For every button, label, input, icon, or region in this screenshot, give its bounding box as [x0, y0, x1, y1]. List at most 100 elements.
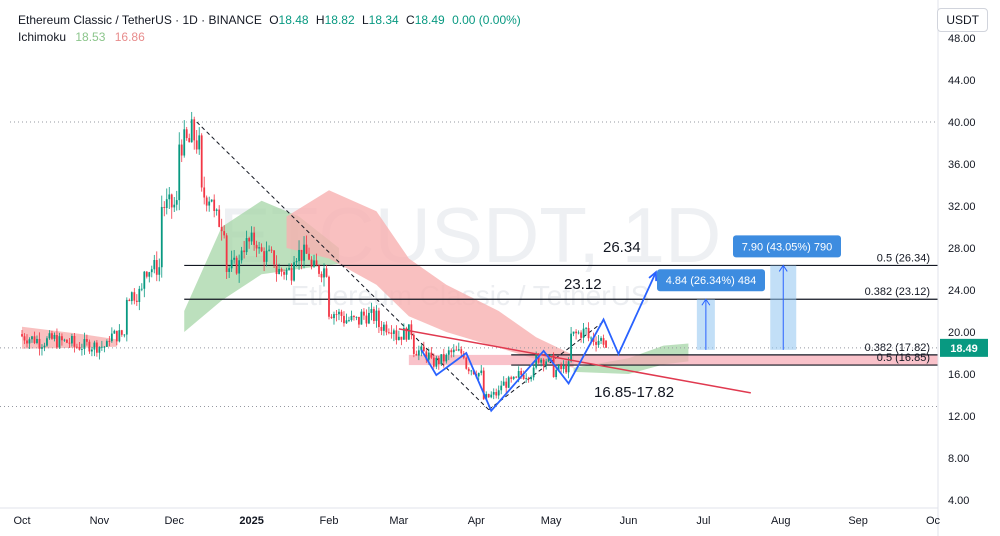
support-zone [408, 354, 938, 366]
candle-body [66, 339, 68, 343]
candle-body [295, 261, 298, 263]
x-tick-label: Oc [926, 515, 941, 527]
candle-body [587, 327, 590, 339]
candle-body [510, 377, 513, 379]
ichimoku-cloud-red-1 [22, 326, 117, 349]
candle-body [487, 394, 490, 398]
candle-body [115, 330, 118, 342]
x-tick-label: Jul [696, 515, 710, 527]
candle-body [452, 349, 455, 353]
ichimoku-cloud-red-2 [286, 190, 574, 368]
candle-body [118, 330, 121, 342]
y-tick-label: 28.00 [948, 243, 976, 255]
candle-body [228, 268, 231, 272]
candle-body [395, 330, 398, 340]
candle-body [467, 368, 470, 372]
candle-body [178, 144, 181, 201]
candle-body [260, 247, 263, 252]
candle-body [100, 346, 103, 348]
candle-body [507, 377, 510, 388]
y-tick-label: 44.00 [948, 75, 976, 87]
candle-body [602, 338, 605, 345]
candle-body [572, 331, 575, 334]
candle-body [422, 346, 425, 352]
candle-body [447, 350, 450, 355]
legend-close: 18.49 [414, 13, 445, 27]
diagonal-dashed-line [196, 121, 490, 411]
candle-body [120, 330, 123, 335]
candle-body [21, 334, 23, 337]
y-tick-label: 16.00 [948, 369, 976, 381]
candle-body [455, 349, 458, 351]
candle-body [432, 357, 435, 367]
candle-body [442, 354, 445, 362]
candle-body [158, 267, 161, 275]
projection-label: 4.84 (26.34%) 484 [666, 275, 757, 287]
candle-body [165, 199, 168, 208]
legend-open: 18.48 [278, 13, 309, 27]
legend-low: 18.34 [368, 13, 399, 27]
candle-body [345, 320, 348, 324]
candle-body [230, 259, 233, 269]
legend-high-label: H [315, 13, 325, 27]
candle-body [213, 199, 216, 211]
candle-body [238, 260, 241, 274]
candle-body [203, 187, 206, 198]
candle-body-last [605, 340, 607, 348]
candle-body [323, 268, 325, 278]
candle-body [320, 273, 323, 278]
candle-body [173, 204, 176, 208]
candle-body [285, 269, 288, 275]
fib-level-label: 0.382 (17.82) [865, 342, 930, 354]
candle-body [298, 249, 300, 262]
candle-body [90, 349, 93, 352]
candle-body [93, 342, 96, 350]
candle-body [140, 288, 143, 290]
candle-body [245, 238, 248, 253]
candle-body [532, 367, 535, 378]
candle-body [527, 378, 530, 380]
candle-body [85, 339, 88, 342]
candle-body [243, 250, 246, 253]
candle-body [505, 381, 508, 388]
y-tick-label: 4.00 [948, 495, 969, 507]
candle-body [280, 268, 283, 272]
candle-body [450, 350, 453, 353]
candle-body [26, 340, 28, 344]
candle-body [338, 311, 340, 315]
candle-body [193, 119, 196, 141]
candle-body [73, 335, 76, 347]
candle-body [155, 260, 158, 275]
wave-pattern-line [420, 271, 657, 413]
candle-body [482, 370, 485, 400]
candle-body [190, 119, 193, 143]
candle-body [397, 336, 400, 340]
y-tick-label: 8.00 [948, 453, 969, 465]
fib-level-label: 0.382 (23.12) [865, 286, 930, 298]
candle-body [495, 392, 498, 396]
candle-body [490, 394, 493, 398]
x-tick-label: 2025 [239, 515, 263, 527]
candle-body [360, 311, 363, 325]
candle-body [81, 348, 83, 350]
candle-body [68, 342, 71, 344]
x-tick-label: Jun [620, 515, 638, 527]
legend-close-label: C [406, 13, 415, 27]
candle-body [365, 315, 368, 324]
candle-body [61, 336, 63, 341]
candle-body [512, 376, 515, 379]
currency-button[interactable]: USDT [937, 8, 988, 32]
fib-level-label: 0.5 (26.34) [877, 252, 930, 264]
candle-body [175, 200, 178, 205]
candle-body [273, 250, 275, 265]
candle-body [218, 209, 221, 227]
legend-change: 0.00 (0.00%) [452, 13, 521, 27]
candle-body [600, 338, 602, 341]
candle-body [485, 394, 488, 400]
candle-body [143, 271, 146, 289]
candle-body [278, 268, 280, 275]
candle-body [76, 346, 78, 348]
candle-body [208, 201, 211, 206]
annotation-target-high: 26.34 [603, 239, 641, 256]
